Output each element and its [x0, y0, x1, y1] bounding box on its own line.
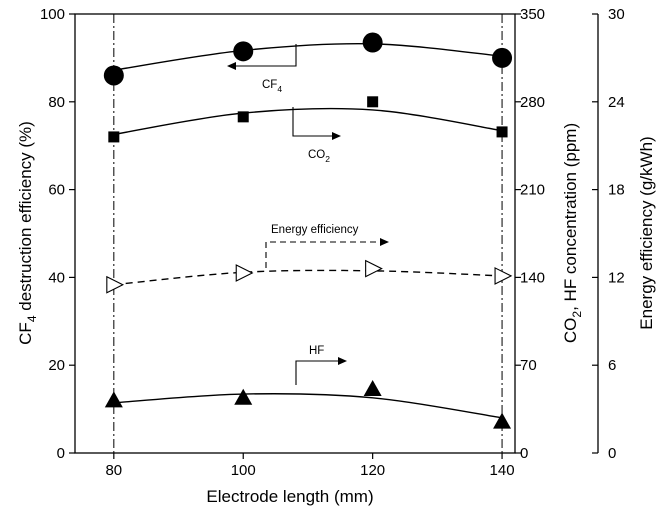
right-2-tick-label: 0: [608, 445, 616, 462]
left-tick-label: 80: [48, 94, 65, 111]
left-axis-title-rest: destruction efficiency (%): [16, 121, 35, 315]
marker-square: [367, 96, 379, 108]
fit-line-series-1: [113, 42, 503, 71]
marker-triangle-right-open: [235, 264, 254, 282]
left-tick-label: 0: [57, 445, 65, 462]
marker-triangle-up: [493, 412, 512, 429]
fit-lines: [113, 42, 503, 419]
arrow-head: [338, 357, 347, 365]
annotation-label-sub: 2: [325, 154, 330, 164]
marker-square: [237, 111, 249, 123]
left-tick-label: 100: [40, 6, 65, 23]
annotation-label-main: CF: [262, 79, 277, 91]
annotation-label-main: CO: [308, 149, 325, 161]
x-tick-label: 120: [360, 462, 385, 479]
marker-circle: [103, 65, 124, 86]
arrow-head: [227, 62, 236, 70]
right-1-tick-label: 140: [520, 269, 545, 286]
marker-triangle-right-open: [365, 259, 383, 278]
co2-arrow: [292, 107, 332, 137]
energy-arrow: [265, 241, 380, 268]
right-axis-1-title-main: CO: [561, 318, 580, 344]
arrow-head: [332, 132, 341, 140]
cf4-arrow: [236, 44, 297, 67]
right-1-tick-label: 280: [520, 94, 545, 111]
left-axis-title-sub: 4: [25, 315, 39, 322]
right-axis-1-title: CO2, HF concentration (ppm): [561, 123, 584, 343]
marker-circle: [233, 41, 254, 62]
data-markers: [103, 32, 513, 429]
x-tick-label: 140: [490, 462, 515, 479]
marker-square: [496, 126, 508, 138]
arrow-head: [380, 238, 389, 246]
fit-line-series-2: [113, 107, 503, 136]
marker-triangle-right-open: [106, 275, 125, 294]
left-axis-title: CF4 destruction efficiency (%): [16, 121, 39, 345]
right-2-tick-label: 30: [608, 6, 625, 23]
left-tick-label: 20: [48, 357, 65, 374]
left-axis-title-main: CF: [16, 322, 35, 345]
reference-lines: [113, 14, 503, 453]
annotation-label: CO2: [308, 149, 330, 164]
right-2-tick-label: 24: [608, 94, 625, 111]
left-tick-label: 40: [48, 269, 65, 286]
right-axis-2-title: Energy efficiency (g/kWh): [637, 136, 656, 329]
annotations: CF4 CO2 Energy efficiency HF: [227, 44, 389, 385]
plot-border: [74, 13, 516, 454]
left-tick-label: 60: [48, 182, 65, 199]
right-1-tick-label: 350: [520, 6, 545, 23]
marker-triangle-right-open: [494, 267, 513, 285]
right-1-tick-label: 70: [520, 357, 537, 374]
fit-line-series-4: [113, 393, 503, 419]
marker-circle: [362, 32, 383, 53]
annotation-label: CF4: [262, 79, 282, 94]
annotation-label-main: Energy efficiency: [271, 224, 359, 236]
hf-arrow: [295, 360, 338, 385]
annotation-label: Energy efficiency: [271, 224, 359, 236]
annotation-label-sub: 4: [277, 84, 282, 94]
right-1-tick-label: 210: [520, 182, 545, 199]
right-axis-1-title-rest: , HF concentration (ppm): [561, 123, 580, 311]
right-1-tick-label: 0: [520, 445, 528, 462]
marker-circle: [492, 47, 513, 68]
right-2-tick-label: 12: [608, 269, 625, 286]
right-axis-1-title-sub: 2: [570, 311, 584, 318]
marker-triangle-up: [234, 388, 253, 405]
marker-triangle-up: [104, 391, 123, 408]
x-tick-label: 100: [231, 462, 256, 479]
axis-ticks: 80 100 120 140 0 20 40 60 80 100 0 70 140 210 280 350 0 6…: [40, 6, 625, 479]
marker-square: [108, 131, 120, 143]
x-tick-label: 80: [105, 462, 122, 479]
marker-triangle-up: [363, 380, 382, 397]
fit-line-series-3: [113, 269, 503, 286]
x-axis-title: Electrode length (mm): [206, 487, 373, 506]
right-2-tick-label: 6: [608, 357, 616, 374]
annotation-label: HF: [309, 345, 324, 357]
right-2-tick-label: 18: [608, 182, 625, 199]
annotation-label-main: HF: [309, 345, 324, 357]
plot-frame: [74, 13, 599, 454]
